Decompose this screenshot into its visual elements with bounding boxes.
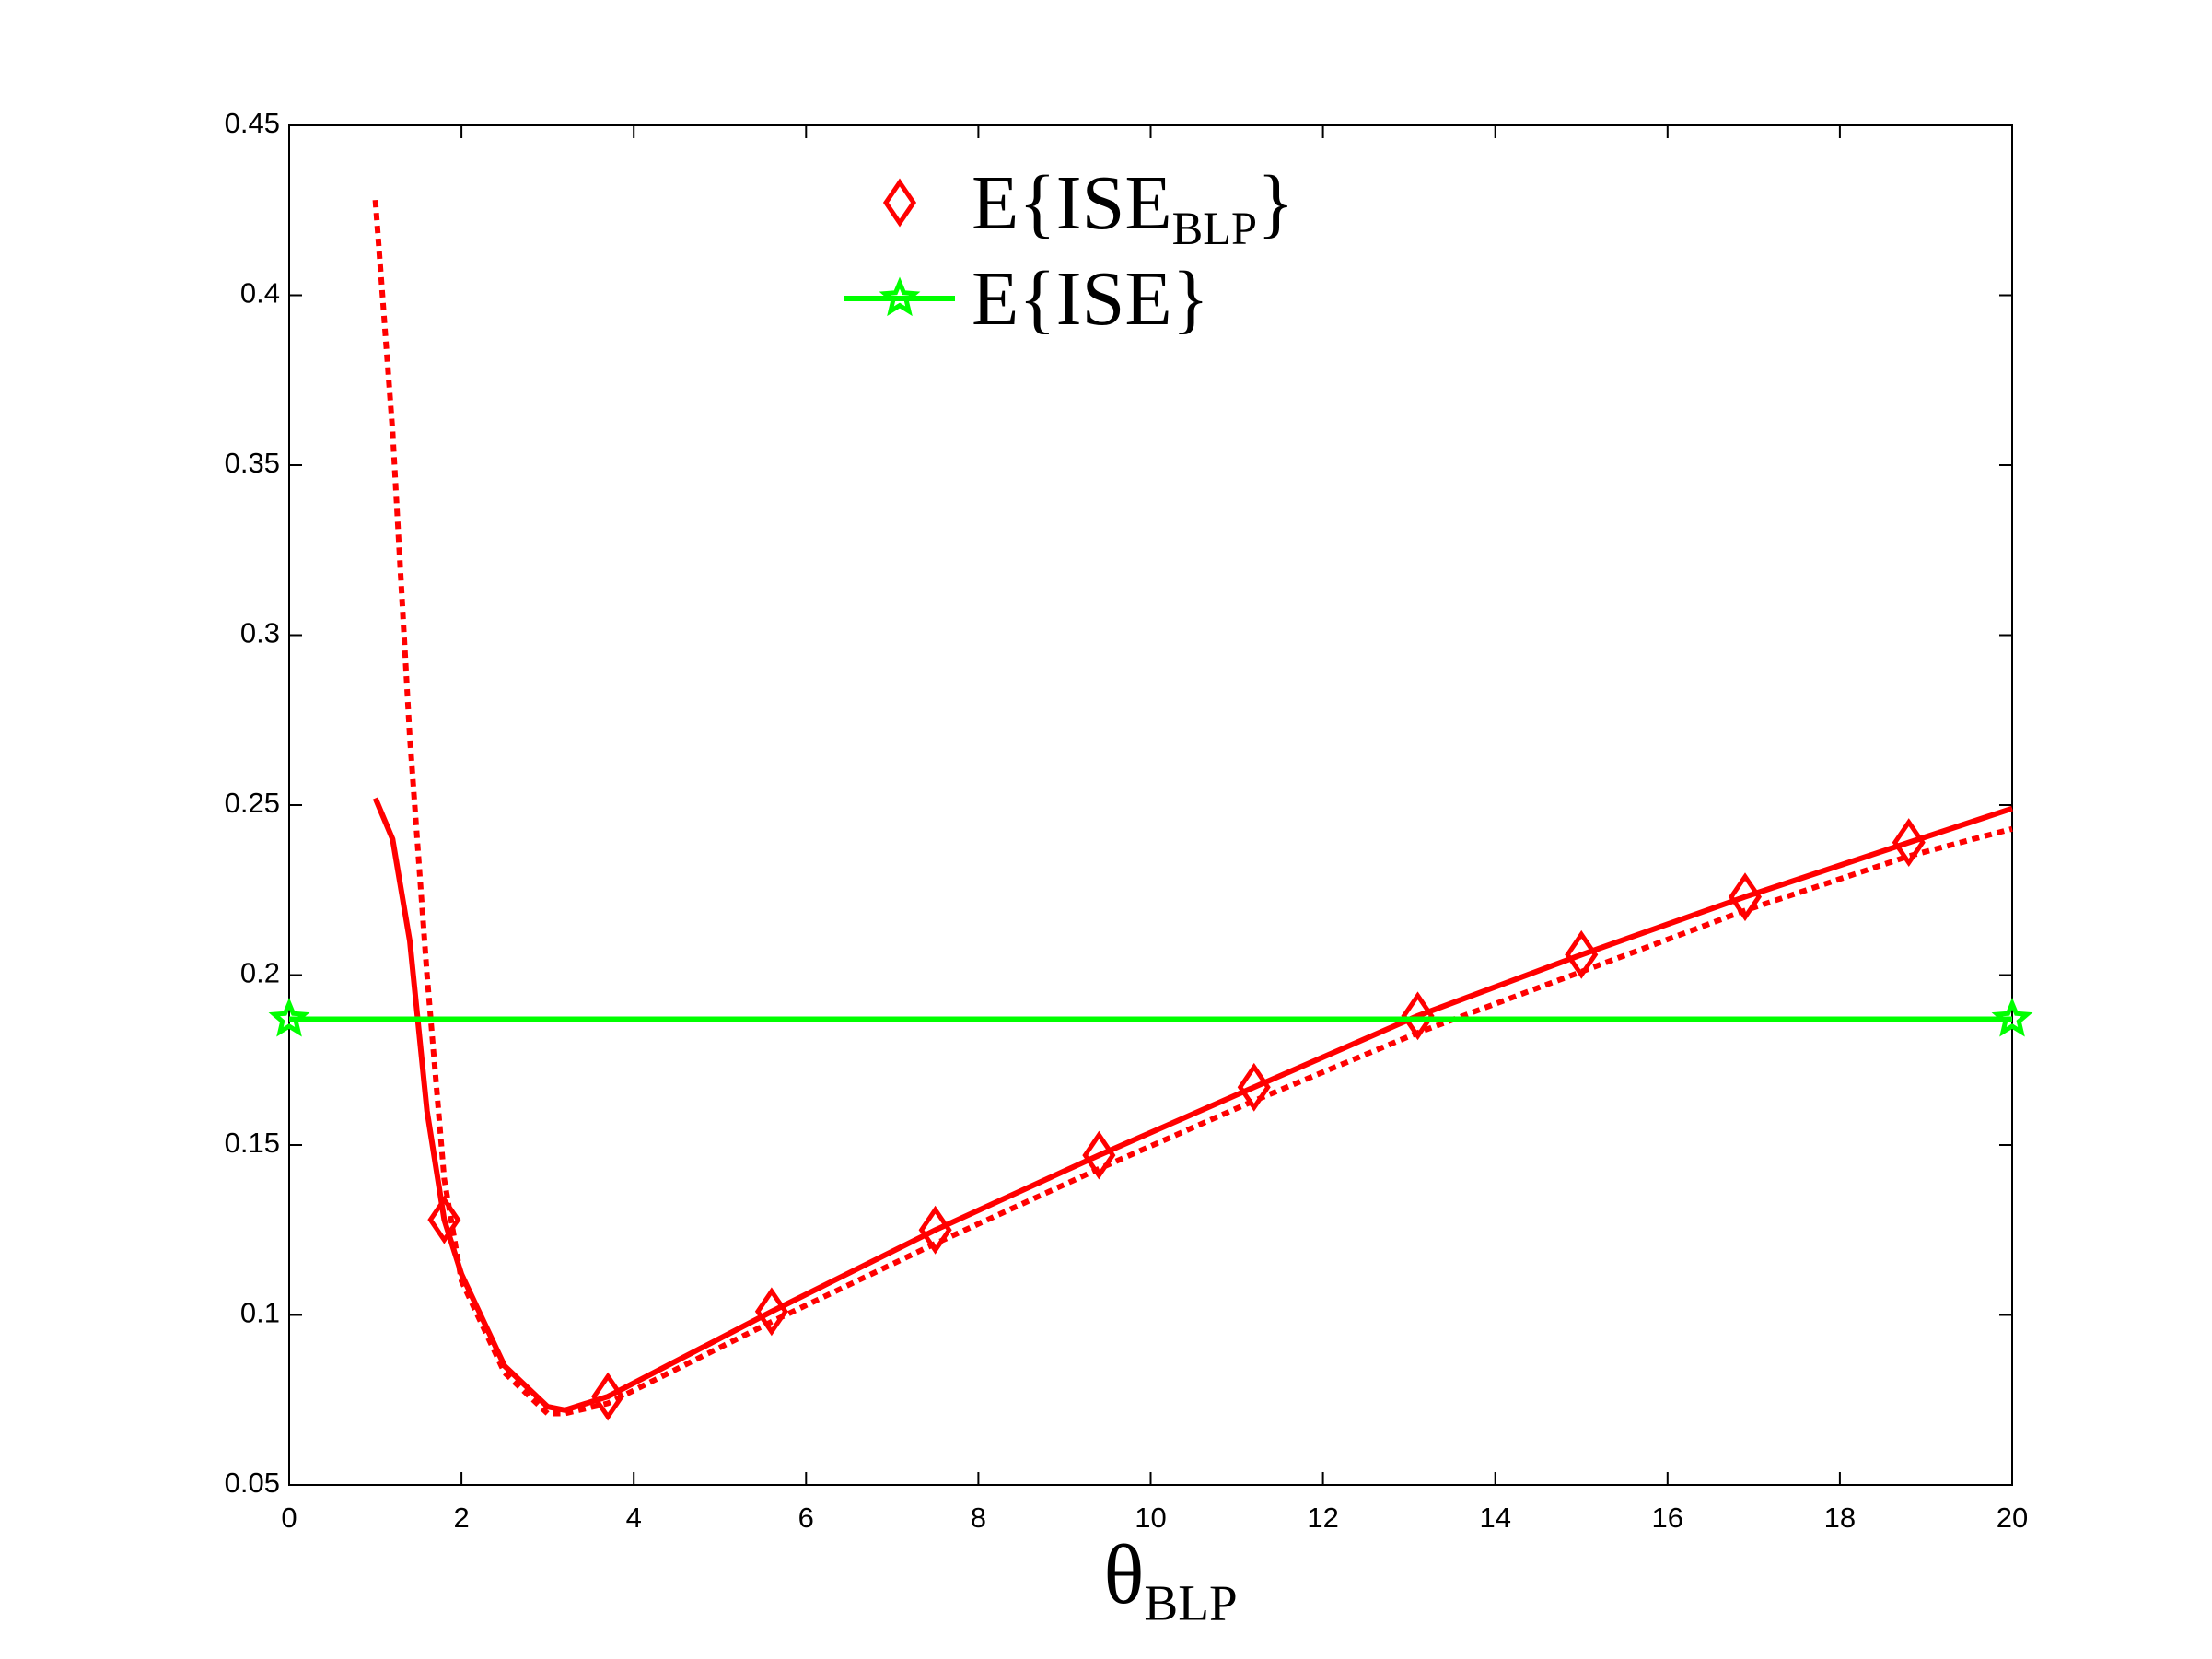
diamond-marker — [1892, 818, 1926, 868]
star-marker — [268, 997, 310, 1037]
legend-marker — [882, 178, 917, 228]
y-tick-label: 0.3 — [240, 617, 280, 649]
y-tick-label: 0.35 — [225, 447, 280, 479]
legend-marker — [879, 276, 921, 317]
y-tick-label: 0.45 — [225, 107, 280, 139]
x-axis-label: θBLP — [1103, 1527, 1237, 1630]
y-tick-label: 0.25 — [225, 787, 280, 819]
legend-label: E{ISE} — [972, 256, 1209, 342]
y-tick-label: 0.4 — [240, 277, 280, 310]
diamond-marker — [427, 1195, 461, 1244]
x-tick-label: 16 — [1652, 1501, 1683, 1534]
diamond-marker — [1565, 929, 1599, 979]
x-tick-label: 18 — [1824, 1501, 1856, 1534]
star-marker — [1991, 997, 2033, 1037]
series-line — [372, 797, 2013, 1413]
y-tick-label: 0.05 — [225, 1466, 280, 1499]
legend-label: E{ISEBLP} — [972, 160, 1294, 254]
y-tick-label: 0.15 — [225, 1127, 280, 1159]
plot-frame — [288, 124, 2013, 1486]
series-line — [372, 199, 2013, 1417]
x-tick-label: 10 — [1135, 1501, 1166, 1534]
y-tick-label: 0.2 — [240, 957, 280, 989]
x-tick-label: 6 — [798, 1501, 814, 1534]
diamond-marker — [1401, 991, 1435, 1041]
x-tick-label: 14 — [1479, 1501, 1510, 1534]
x-tick-label: 0 — [281, 1501, 297, 1534]
x-tick-label: 12 — [1307, 1501, 1338, 1534]
x-tick-label: 8 — [971, 1501, 986, 1534]
x-tick-label: 4 — [626, 1501, 642, 1534]
diamond-marker — [1728, 872, 1763, 922]
x-tick-label: 2 — [453, 1501, 469, 1534]
x-tick-label: 20 — [1997, 1501, 2028, 1534]
y-tick-label: 0.1 — [240, 1297, 280, 1329]
